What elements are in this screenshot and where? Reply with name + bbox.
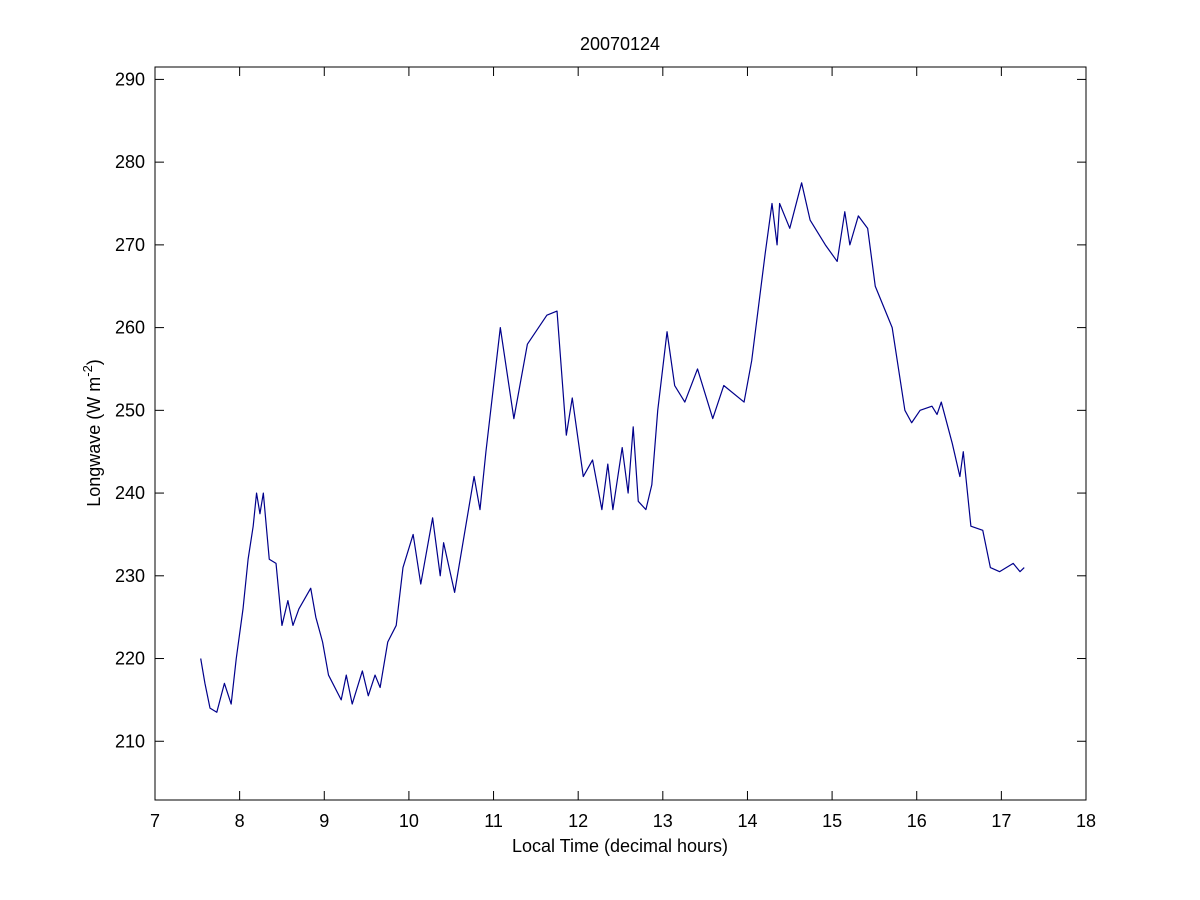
y-tick-label: 260 — [115, 318, 145, 338]
y-axis-label: Longwave (W m-2) — [80, 359, 104, 507]
x-tick-label: 7 — [150, 811, 160, 831]
x-tick-label: 10 — [399, 811, 419, 831]
x-tick-label: 14 — [737, 811, 757, 831]
x-tick-label: 11 — [484, 811, 503, 831]
x-tick-label: 15 — [822, 811, 842, 831]
y-tick-label: 250 — [115, 400, 145, 420]
y-label-end: ) — [84, 359, 104, 365]
plot-frame — [154, 66, 1087, 801]
y-tick-label: 290 — [115, 69, 145, 89]
x-tick-label: 8 — [235, 811, 245, 831]
y-label-superscript: -2 — [80, 365, 95, 377]
x-tick-label: 9 — [319, 811, 329, 831]
y-tick-label: 270 — [115, 235, 145, 255]
chart-title: 20070124 — [580, 34, 660, 54]
y-label-text: Longwave (W m — [84, 377, 104, 507]
x-tick-label: 12 — [568, 811, 588, 831]
x-tick-label: 13 — [653, 811, 673, 831]
data-line — [200, 182, 1025, 713]
x-tick-label: 17 — [991, 811, 1011, 831]
y-tick-label: 220 — [115, 649, 145, 669]
x-tick-label: 16 — [907, 811, 927, 831]
y-tick-label: 230 — [115, 566, 145, 586]
x-axis-label: Local Time (decimal hours) — [512, 836, 728, 856]
y-tick-label: 210 — [115, 731, 145, 751]
y-tick-label: 280 — [115, 152, 145, 172]
y-tick-label: 240 — [115, 483, 145, 503]
x-tick-label: 18 — [1076, 811, 1096, 831]
